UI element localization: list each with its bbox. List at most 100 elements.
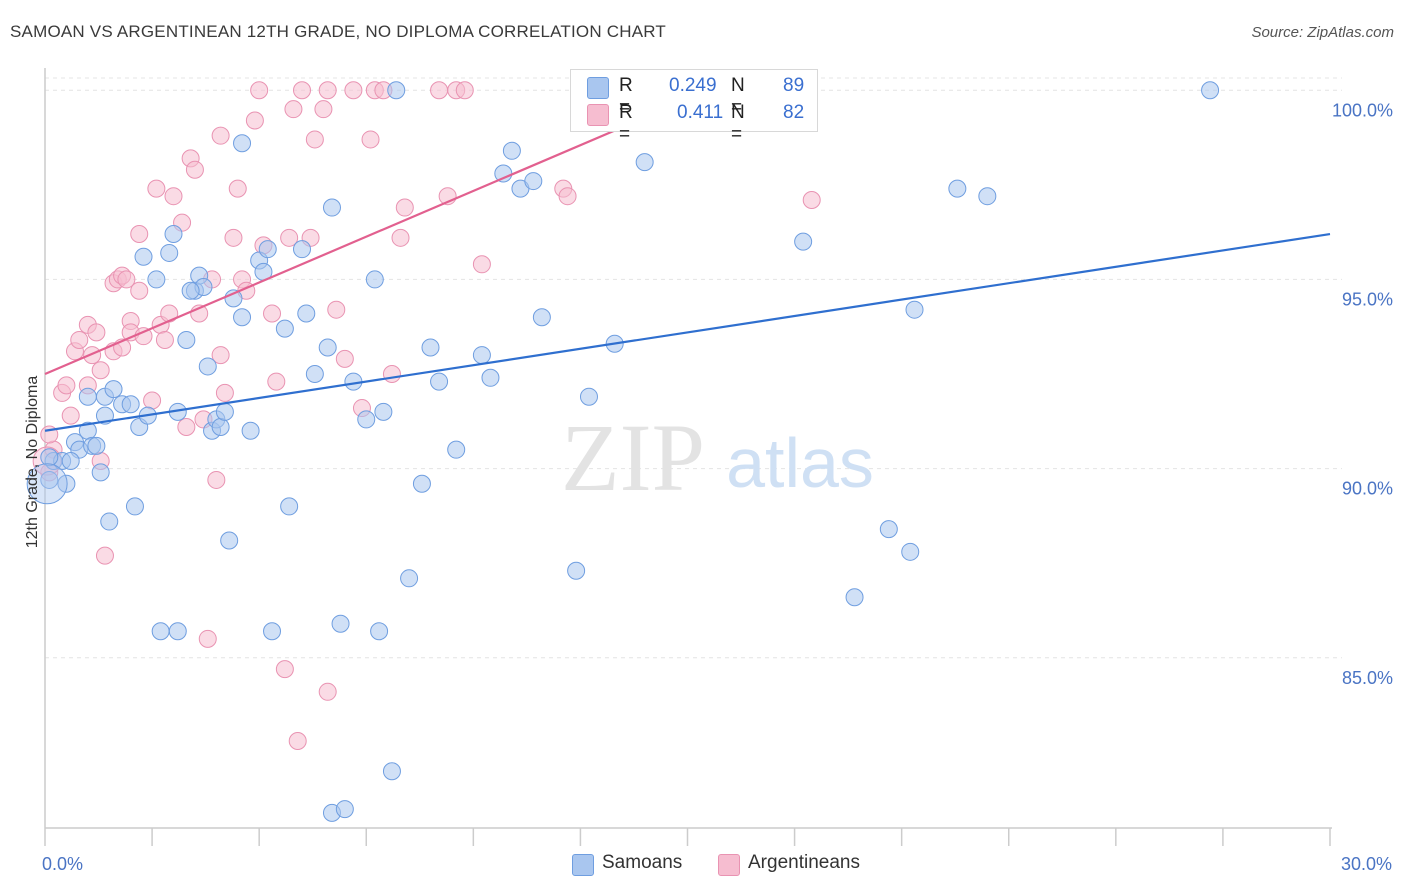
argentineans-point (143, 391, 162, 410)
samoans-swatch (572, 854, 594, 876)
argentineans-point (288, 731, 307, 750)
samoans-point (211, 417, 230, 436)
argentineans-swatch (587, 104, 609, 126)
argentineans-point (382, 365, 401, 384)
argentineans-r-value: 0.411 (677, 102, 724, 123)
samoans-point (91, 463, 110, 482)
samoans-point (374, 402, 393, 421)
samoans-point (151, 622, 170, 641)
samoans-point (293, 240, 311, 259)
samoans-point (241, 421, 260, 440)
samoans-r-value: 0.249 (669, 75, 717, 96)
argentineans-point (305, 130, 324, 149)
samoans-point (879, 520, 898, 539)
samoans-points (26, 81, 1220, 822)
n-label: N = (731, 75, 745, 118)
samoans-point (104, 380, 123, 399)
samoans-point (61, 452, 80, 471)
samoans-point (421, 338, 440, 357)
samoans-point (335, 800, 354, 819)
samoans-point (382, 762, 401, 781)
samoans-point (322, 198, 341, 217)
samoans-point (400, 569, 419, 588)
y-tick-label: 85.0% (1342, 668, 1393, 688)
samoans-trend-line (44, 232, 1331, 432)
argentineans-point (395, 198, 414, 217)
samoans-n-value: 89 (783, 75, 805, 96)
argentineans-point (455, 81, 474, 100)
samoans-point (121, 395, 140, 414)
x-tick-label: 0.0% (42, 854, 83, 874)
argentineans-point (284, 100, 303, 119)
samoans-point (258, 240, 277, 259)
samoans-point (532, 308, 551, 327)
argentineans-point (83, 346, 102, 365)
argentineans-point (147, 179, 166, 198)
argentineans-point (198, 629, 217, 648)
argentineans-point (57, 376, 76, 395)
samoans-point (794, 232, 813, 251)
argentineans-point (245, 111, 264, 130)
samoans-swatch (587, 77, 609, 99)
samoans-point (978, 187, 997, 206)
argentineans-point (335, 349, 354, 368)
samoans-point (198, 357, 217, 376)
r-label: R = (619, 102, 633, 145)
argentineans-point (391, 228, 410, 247)
argentineans-point (70, 330, 89, 349)
samoans-point (387, 81, 406, 100)
samoans-point (57, 474, 76, 493)
n-label: N = (731, 102, 745, 145)
chart-title: SAMOAN VS ARGENTINEAN 12TH GRADE, NO DIP… (10, 22, 667, 41)
samoans-point (365, 270, 384, 289)
argentineans-point (472, 255, 491, 274)
argentineans-point (293, 81, 311, 100)
x-tick-label: 30.0% (1341, 854, 1392, 874)
samoans-legend-label: Samoans (602, 852, 683, 873)
argentineans-point (318, 81, 337, 100)
argentineans-legend-label: Argentineans (748, 852, 860, 873)
argentineans-point (155, 330, 174, 349)
argentineans-point (250, 81, 269, 100)
samoans-point (100, 512, 119, 531)
samoans-point (370, 622, 389, 641)
samoans-point (233, 308, 252, 327)
samoans-point (181, 281, 200, 300)
argentineans-point (207, 470, 226, 489)
samoans-point (134, 247, 153, 266)
argentineans-point (327, 300, 346, 319)
samoans-point (318, 338, 337, 357)
samoans-point (357, 410, 376, 429)
samoans-point (901, 542, 920, 561)
samoans-point (177, 330, 196, 349)
samoans-point (280, 497, 299, 516)
samoans-point (472, 346, 491, 365)
samoans-point (845, 588, 864, 607)
argentineans-point (558, 187, 577, 206)
argentineans-points (32, 81, 821, 750)
samoans-point (87, 436, 106, 455)
samoans-point (481, 368, 500, 387)
argentineans-point (344, 81, 363, 100)
samoans-point (567, 561, 586, 580)
samoans-point (220, 531, 239, 550)
y-tick-label: 90.0% (1342, 479, 1393, 499)
tick-labels: 85.0% 90.0% 95.0% 100.0% 0.0% 30.0% (42, 100, 1393, 874)
argentineans-point (318, 682, 337, 701)
argentineans-point (177, 417, 196, 436)
argentineans-point (130, 281, 149, 300)
argentineans-point (185, 160, 204, 179)
argentineans-point (164, 187, 183, 206)
samoans-point (215, 402, 234, 421)
argentineans-point (280, 228, 299, 247)
samoans-point (147, 270, 166, 289)
samoans-point (524, 172, 543, 191)
samoans-cluster-point (26, 463, 68, 505)
watermark-zip: ZIP (561, 404, 705, 511)
argentineans-point (130, 225, 149, 244)
argentineans-point (61, 406, 80, 425)
y-tick-label: 95.0% (1342, 289, 1393, 309)
argentineans-point (275, 660, 294, 679)
argentineans-point (263, 304, 282, 323)
